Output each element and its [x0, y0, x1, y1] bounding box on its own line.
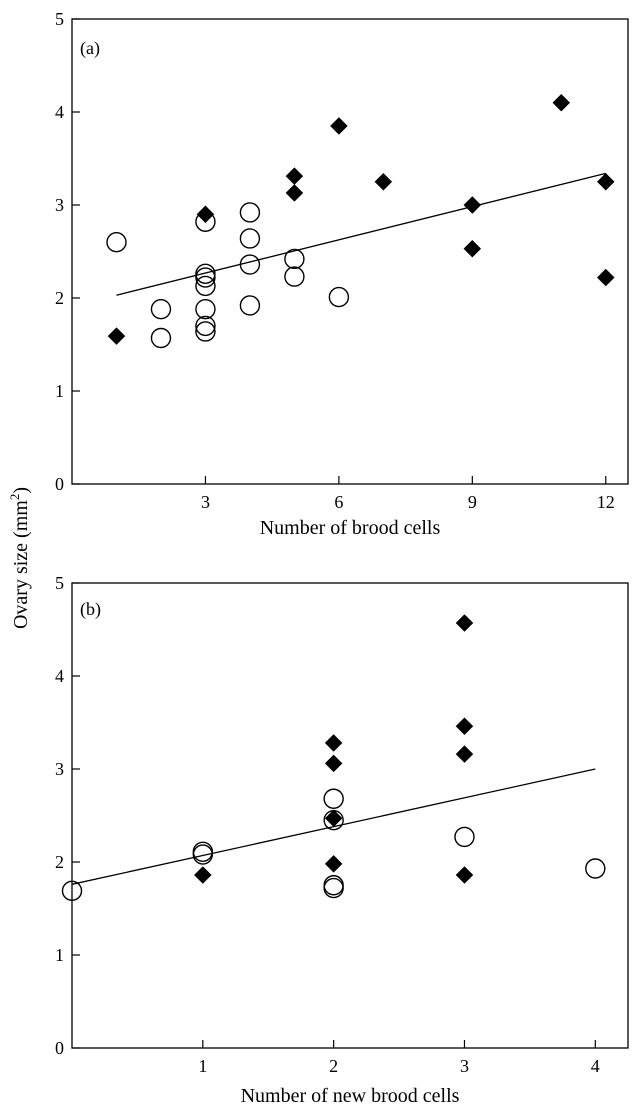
filled-diamond-point — [455, 614, 474, 632]
x-tick-label: 9 — [468, 492, 477, 512]
x-tick-label: 1 — [198, 1056, 207, 1076]
y-tick-label: 0 — [55, 474, 64, 494]
axis-ticks-b: 0 1 2 3 4 5 1 2 3 4 — [55, 573, 600, 1076]
open-circle-point — [323, 877, 344, 899]
open-circle-point — [284, 266, 305, 287]
y-tick-label: 4 — [55, 102, 64, 122]
x-axis-title-a: Number of brood cells — [260, 517, 441, 539]
regression-line — [116, 172, 606, 296]
y-tick-label: 3 — [55, 759, 64, 779]
open-circle-point — [106, 231, 127, 253]
open-circle-point — [239, 254, 261, 275]
open-circle-point — [239, 295, 261, 316]
panel-label-a: (a) — [80, 38, 100, 59]
filled-diamond-point — [285, 167, 304, 186]
plot-frame-b — [71, 582, 629, 1049]
y-tick-label: 0 — [55, 1038, 64, 1058]
y-tick-label: 1 — [55, 381, 64, 401]
open-circle-point — [195, 267, 216, 288]
x-tick-label: 12 — [597, 492, 615, 512]
x-tick-label: 3 — [460, 1056, 469, 1076]
data-points-b — [61, 614, 606, 902]
filled-diamond-point — [193, 866, 212, 884]
open-circle-point — [61, 880, 83, 902]
regression-line-a — [116, 172, 606, 296]
x-tick-label: 2 — [329, 1056, 338, 1076]
x-axis-title-b: Number of new brood cells — [241, 1085, 460, 1107]
filled-diamond-point — [463, 239, 482, 258]
x-tick-label: 6 — [334, 492, 343, 512]
open-circle-point — [195, 275, 216, 297]
filled-diamond-point — [374, 172, 393, 191]
filled-diamond-point — [285, 184, 304, 202]
filled-diamond-point — [324, 754, 343, 773]
filled-diamond-point — [455, 866, 474, 884]
open-circle-point — [284, 248, 305, 270]
data-points-a — [106, 93, 615, 349]
plot-frame-a — [71, 18, 629, 485]
filled-diamond-point — [455, 745, 474, 763]
filled-diamond-point — [455, 717, 474, 736]
filled-diamond-point — [330, 117, 348, 135]
x-tick-label: 3 — [201, 492, 210, 512]
open-circle-point — [328, 286, 350, 308]
y-axis-title: Ovary size (mm2) — [7, 487, 32, 629]
open-circle-point — [195, 315, 216, 337]
y-axis-title-superscript: 2 — [7, 494, 22, 501]
open-circle-point — [195, 298, 216, 320]
filled-diamond-point — [324, 855, 343, 873]
filled-diamond-point — [324, 734, 343, 752]
y-tick-label: 2 — [55, 288, 64, 308]
open-circle-point — [323, 788, 344, 809]
panel-label-b: (b) — [80, 599, 101, 620]
open-circle-point — [239, 228, 261, 249]
open-circle-point — [585, 858, 606, 879]
open-circle-point — [239, 202, 261, 223]
filled-diamond-point — [596, 268, 615, 287]
filled-diamond-point — [552, 93, 571, 112]
filled-diamond-point — [463, 196, 482, 214]
y-tick-label: 5 — [55, 9, 64, 29]
open-circle-point — [150, 327, 172, 349]
open-circle-point — [192, 844, 214, 865]
x-tick-label: 4 — [591, 1056, 600, 1076]
open-circle-point — [195, 321, 216, 342]
y-tick-label: 4 — [55, 666, 64, 686]
y-tick-label: 1 — [55, 945, 64, 965]
open-circle-point — [454, 826, 475, 848]
filled-diamond-point — [196, 205, 215, 224]
filled-diamond-point — [324, 809, 343, 828]
open-circle-point — [150, 298, 172, 320]
panel-b: (b) Number of new brood cells 0 1 2 3 4 5 1 2 3 4 — [55, 573, 629, 1107]
filled-diamond-point — [596, 172, 615, 191]
y-tick-label: 3 — [55, 195, 64, 215]
filled-diamond-point — [107, 327, 126, 345]
y-tick-label: 5 — [55, 573, 64, 593]
open-circle-point — [195, 263, 216, 285]
y-tick-label: 2 — [55, 852, 64, 872]
